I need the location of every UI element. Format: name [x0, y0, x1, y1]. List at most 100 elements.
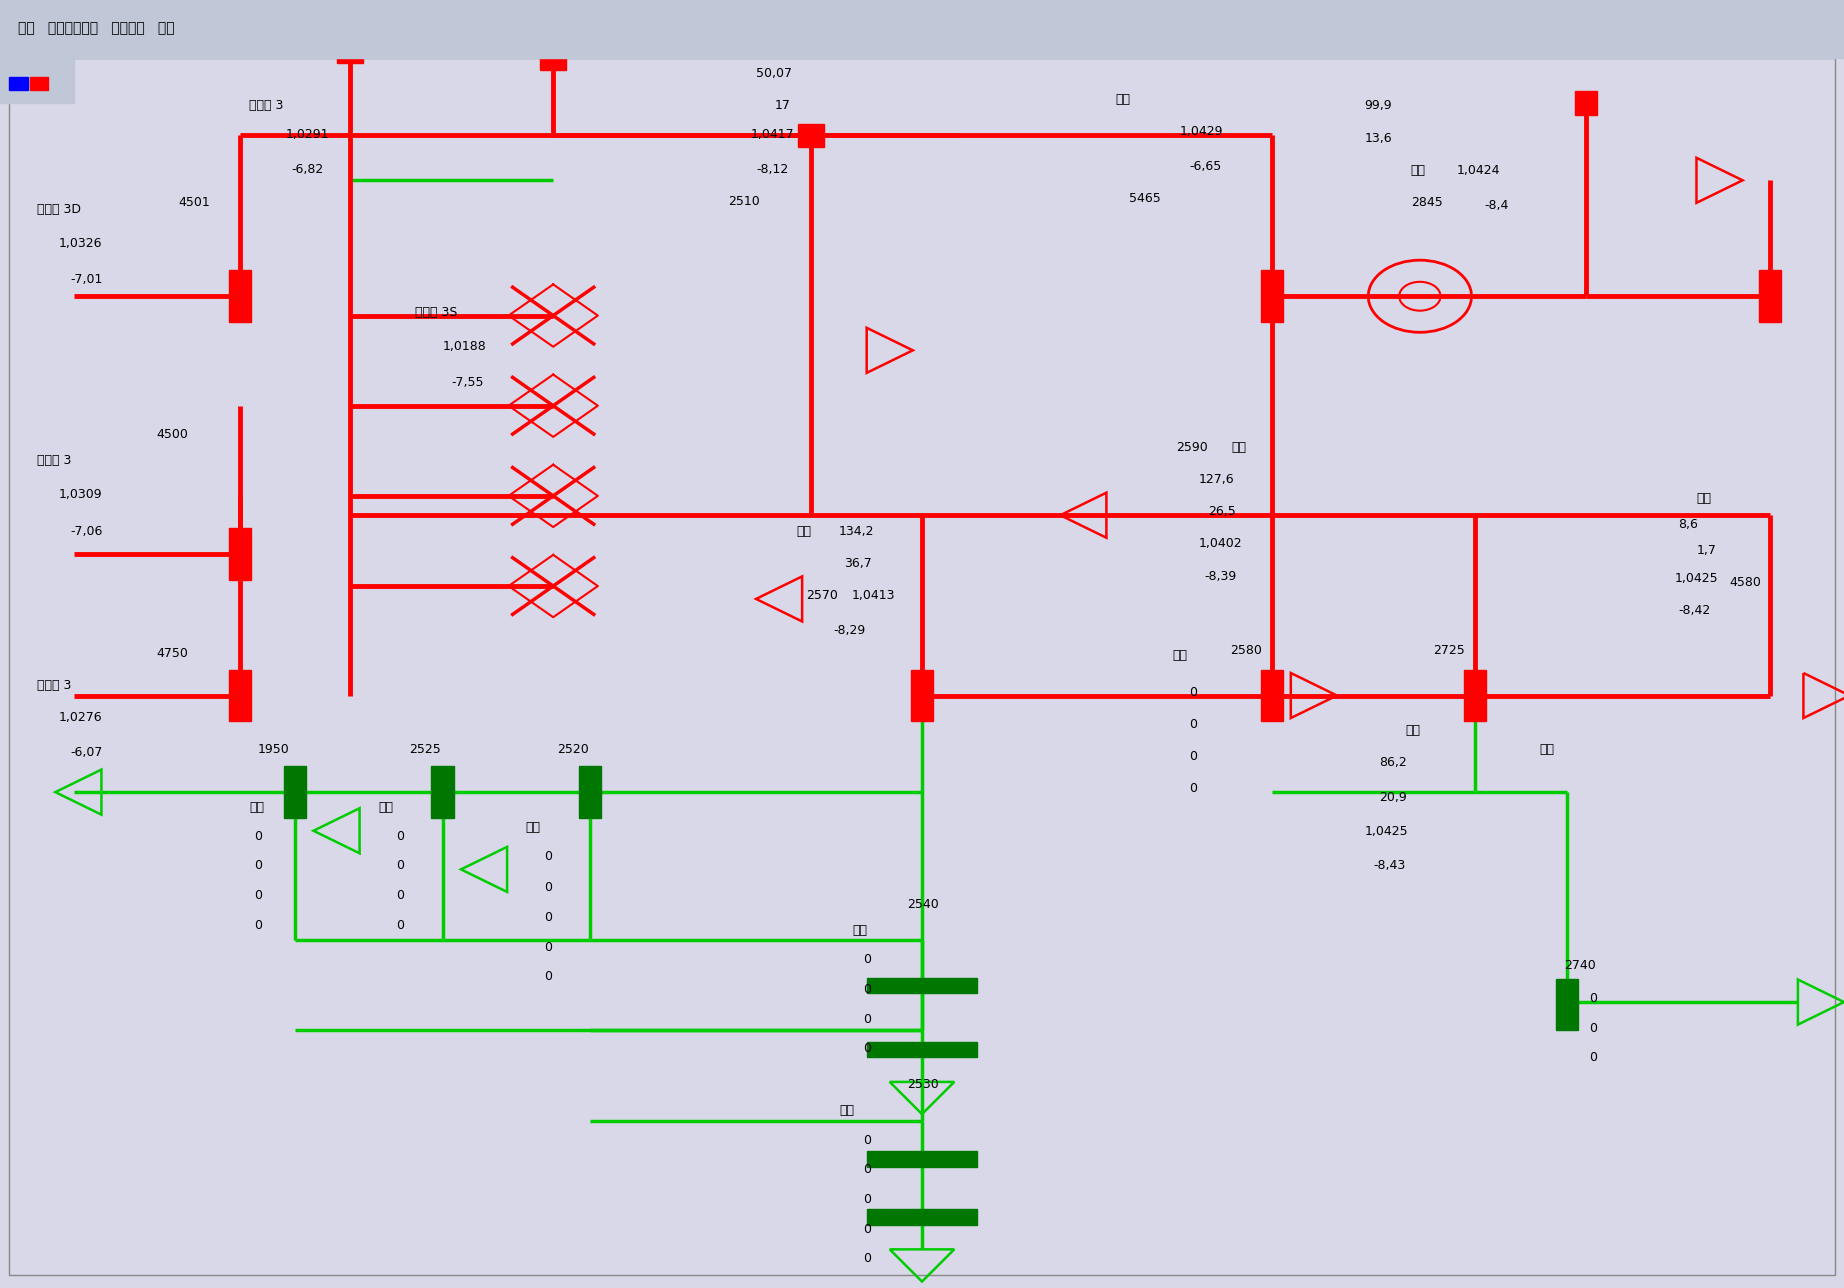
Text: -7,55: -7,55 — [452, 376, 485, 389]
Bar — [867, 978, 977, 993]
Bar — [911, 670, 933, 721]
Text: 134,2: 134,2 — [839, 524, 874, 537]
Text: 20,9: 20,9 — [1379, 791, 1407, 804]
Text: 0: 0 — [863, 953, 870, 966]
Bar — [867, 1151, 977, 1167]
Bar — [540, 46, 566, 70]
Text: -7,01: -7,01 — [70, 273, 103, 286]
Text: 2725: 2725 — [1433, 644, 1464, 657]
Bar — [284, 766, 306, 818]
Text: 1,0425: 1,0425 — [1365, 824, 1409, 837]
Text: -8,42: -8,42 — [1678, 604, 1709, 617]
Text: 4580: 4580 — [1730, 576, 1761, 589]
Text: 잠실: 잠실 — [1173, 649, 1188, 662]
Text: 동남: 동남 — [1696, 492, 1711, 505]
Text: 1,0424: 1,0424 — [1457, 164, 1501, 176]
Text: 0: 0 — [254, 859, 262, 872]
Text: 수서: 수서 — [1405, 724, 1420, 737]
Text: 13,6: 13,6 — [1365, 131, 1392, 144]
Text: 1950: 1950 — [258, 743, 290, 756]
Text: -6,65: -6,65 — [1189, 160, 1221, 173]
Text: 1,0429: 1,0429 — [1180, 125, 1224, 138]
Text: 0: 0 — [544, 970, 551, 983]
Bar — [0, 58, 74, 103]
Text: 2500: 2500 — [354, 35, 385, 48]
Text: 2580: 2580 — [1230, 644, 1261, 657]
Text: 0: 0 — [1590, 992, 1597, 1005]
Bar — [1464, 670, 1486, 721]
Text: 2570: 2570 — [806, 589, 837, 601]
Bar — [9, 77, 28, 90]
Text: 천호: 천호 — [378, 801, 393, 814]
Text: 127,6: 127,6 — [1199, 473, 1234, 486]
Text: 36,7: 36,7 — [845, 556, 872, 569]
Text: 2520: 2520 — [557, 743, 588, 756]
Text: 0: 0 — [544, 911, 551, 923]
Bar — [229, 670, 251, 721]
Text: -8,4: -8,4 — [1484, 198, 1508, 211]
Text: 0: 0 — [254, 918, 262, 931]
Text: 0: 0 — [1189, 685, 1197, 698]
Bar — [1261, 670, 1283, 721]
Text: 송파: 송파 — [797, 524, 811, 537]
Text: 1,7: 1,7 — [1696, 544, 1717, 556]
Text: 0: 0 — [1590, 1021, 1597, 1034]
Text: 0: 0 — [863, 1133, 870, 1146]
Text: 청평: 청평 — [1116, 93, 1130, 106]
Text: 2510: 2510 — [728, 194, 760, 207]
Text: 삼성: 삼성 — [1540, 743, 1554, 756]
Text: 1,0417: 1,0417 — [751, 128, 795, 140]
Text: 1,0291: 1,0291 — [286, 128, 330, 140]
Text: 0: 0 — [1189, 750, 1197, 762]
Text: 1,0326: 1,0326 — [59, 237, 103, 250]
Text: 동서울 3S: 동서울 3S — [415, 305, 457, 318]
Text: 0: 0 — [863, 1252, 870, 1265]
Text: 0: 0 — [396, 829, 404, 842]
Bar — [579, 766, 601, 818]
Text: 곤지암 3: 곤지암 3 — [37, 679, 72, 692]
Text: 복구   정전구간확인   전력조류   종료: 복구 정전구간확인 전력조류 종료 — [18, 22, 175, 35]
Text: 종납: 종납 — [839, 1104, 854, 1117]
Text: -8,43: -8,43 — [1374, 859, 1405, 872]
Text: 2501: 2501 — [557, 41, 588, 54]
Text: -8,12: -8,12 — [756, 162, 787, 175]
Text: 4501: 4501 — [179, 196, 210, 209]
Text: 4500: 4500 — [157, 428, 188, 440]
Bar — [1759, 270, 1781, 322]
Text: 50,07: 50,07 — [756, 67, 793, 80]
Bar — [1556, 979, 1578, 1030]
Text: 0: 0 — [863, 1222, 870, 1235]
Bar — [1261, 270, 1283, 322]
Text: 1,0402: 1,0402 — [1199, 537, 1243, 550]
Bar — [1575, 91, 1597, 115]
Bar — [30, 77, 48, 90]
Text: 1,0188: 1,0188 — [443, 340, 487, 353]
Text: 0: 0 — [254, 889, 262, 902]
Text: 0: 0 — [396, 859, 404, 872]
Bar — [229, 270, 251, 322]
Text: 2540: 2540 — [907, 898, 939, 911]
Text: -8,39: -8,39 — [1204, 569, 1235, 582]
Text: 0: 0 — [863, 1193, 870, 1206]
Text: 26,5: 26,5 — [1208, 505, 1235, 518]
Text: -6,07: -6,07 — [70, 746, 103, 759]
Text: 석촌: 석촌 — [852, 923, 867, 936]
Text: -7,06: -7,06 — [70, 524, 103, 537]
Text: 0: 0 — [544, 881, 551, 894]
Text: 0: 0 — [1189, 717, 1197, 730]
Text: 2740: 2740 — [1564, 958, 1595, 971]
Text: 5465: 5465 — [1129, 192, 1160, 205]
Text: 0: 0 — [544, 940, 551, 953]
Bar — [867, 1042, 977, 1057]
Text: 2845: 2845 — [1411, 196, 1442, 209]
Bar — [229, 528, 251, 580]
Text: 신성남 3: 신성남 3 — [37, 453, 72, 466]
Bar — [0, 0, 1844, 58]
Text: 동서울 1: 동서울 1 — [692, 37, 727, 50]
Text: 2590: 2590 — [1176, 440, 1208, 453]
Text: 8,6: 8,6 — [1678, 518, 1698, 531]
Text: 0: 0 — [863, 1012, 870, 1025]
Text: 99,9: 99,9 — [1365, 99, 1392, 112]
Bar — [431, 766, 454, 818]
Text: -6,82: -6,82 — [291, 162, 323, 175]
